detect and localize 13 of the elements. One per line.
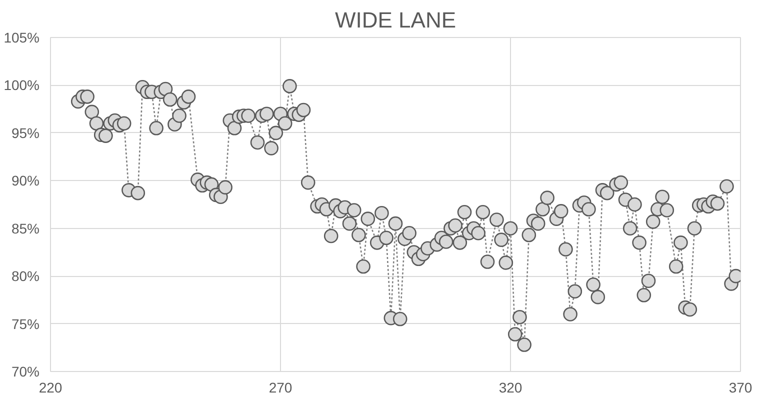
y-tick-label: 90% xyxy=(11,172,40,189)
y-tick-label: 95% xyxy=(11,124,40,141)
x-tick-label: 370 xyxy=(728,380,752,396)
y-tick-label: 70% xyxy=(11,364,40,380)
y-tick-label: 85% xyxy=(11,220,40,236)
y-tick-label: 75% xyxy=(11,316,40,332)
y-tick-label: 100% xyxy=(4,77,40,94)
x-tick-label: 270 xyxy=(268,380,292,396)
x-tick-label: 320 xyxy=(498,380,522,396)
x-tick-label: 220 xyxy=(38,380,62,396)
chart-title: WIDE LANE xyxy=(334,8,456,32)
y-tick-label: 105% xyxy=(4,30,40,46)
y-tick-label: 80% xyxy=(11,268,40,284)
